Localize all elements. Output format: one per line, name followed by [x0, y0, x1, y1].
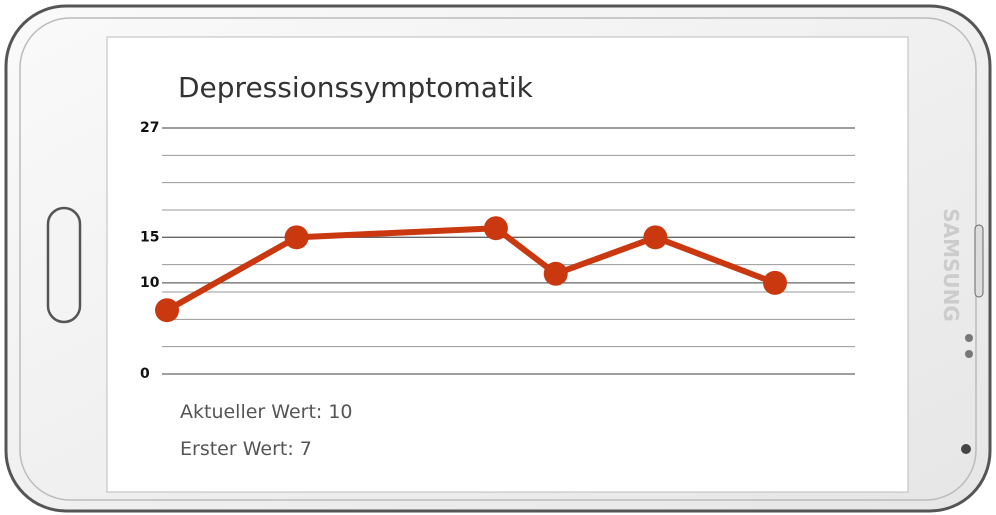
- y-tick-label: 15: [140, 229, 159, 245]
- camera: [961, 444, 971, 454]
- speaker: [975, 225, 983, 297]
- chart-title: Depressionssymptomatik: [178, 71, 534, 104]
- y-tick-label: 0: [140, 366, 150, 382]
- point: [155, 298, 179, 322]
- y-tick-label: 27: [140, 120, 159, 136]
- sensor: [965, 334, 973, 342]
- sensor: [965, 350, 973, 358]
- annotation: Aktueller Wert: 10: [180, 401, 353, 423]
- point: [484, 216, 508, 240]
- y-tick-label: 10: [140, 275, 160, 291]
- point: [643, 225, 667, 249]
- point: [544, 262, 568, 286]
- home-button[interactable]: [48, 208, 80, 322]
- point: [285, 225, 309, 249]
- point: [763, 271, 787, 295]
- phone-screen: SAMSUNG Depressionssymptomatik Aktueller…: [0, 0, 996, 515]
- page: {"chart_data": {"type": "line", "title":…: [0, 0, 996, 515]
- brand: SAMSUNG: [939, 208, 963, 322]
- annotation: Erster Wert: 7: [180, 438, 312, 460]
